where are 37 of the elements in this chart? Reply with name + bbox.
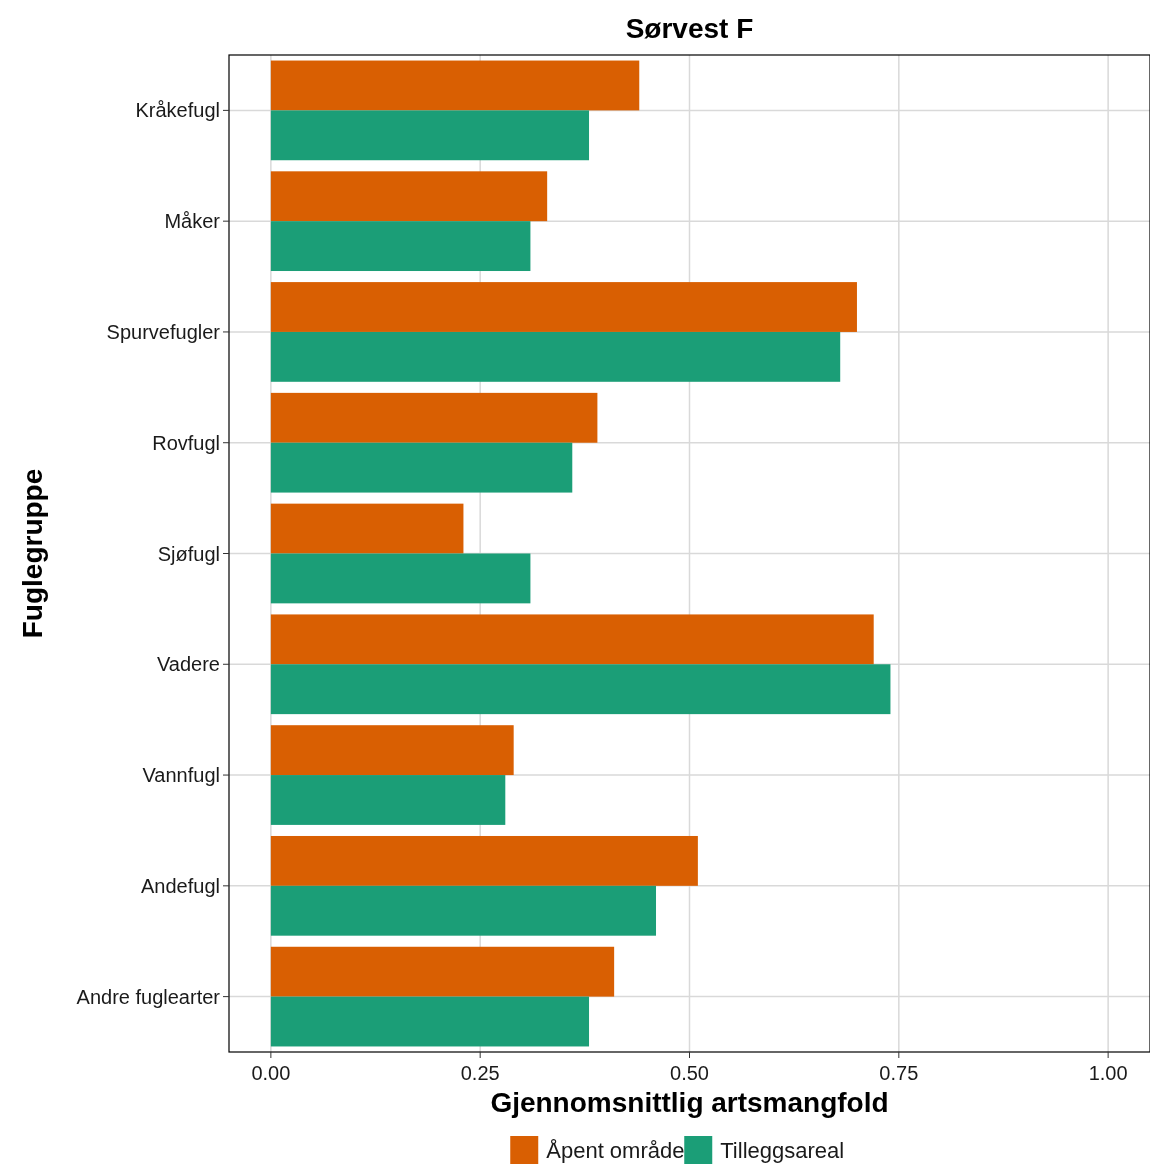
bar xyxy=(270,775,506,825)
y-tick-label: Vannfugl xyxy=(142,764,220,787)
bar xyxy=(270,503,464,554)
bar xyxy=(270,282,857,332)
y-axis-title: Fuglegruppe xyxy=(17,468,48,639)
y-tick-label: Andre fuglearter xyxy=(76,985,221,1008)
x-tick-label: 0.50 xyxy=(670,1062,709,1084)
bar xyxy=(270,835,698,886)
chart-title: Sørvest F xyxy=(625,13,754,44)
x-tick-label: 0.25 xyxy=(460,1062,500,1084)
y-tick-label: Måker xyxy=(164,210,221,233)
x-axis-title: Gjennomsnittlig artsmangfold xyxy=(490,1087,889,1118)
bar xyxy=(270,392,598,443)
y-tick-label: Vadere xyxy=(156,653,220,676)
y-tick-label: Rovfugl xyxy=(152,431,220,454)
bar xyxy=(270,614,874,665)
bar xyxy=(270,442,573,493)
bar xyxy=(270,221,531,272)
bar xyxy=(270,171,548,222)
bar xyxy=(270,553,531,604)
bar xyxy=(270,331,841,382)
y-tick-label: Andefugl xyxy=(141,874,220,897)
x-tick-label: 0.75 xyxy=(879,1062,919,1084)
bar xyxy=(270,110,590,161)
x-tick-label: 1.00 xyxy=(1088,1062,1128,1084)
bar xyxy=(270,725,514,776)
bar xyxy=(270,946,615,997)
bar xyxy=(270,664,891,715)
bar xyxy=(270,60,640,111)
bar xyxy=(270,885,657,936)
legend-label: Tilleggsareal xyxy=(720,1138,845,1163)
legend-label: Åpent område xyxy=(546,1138,685,1163)
bar xyxy=(270,996,590,1047)
y-tick-label: Spurvefugler xyxy=(106,320,221,343)
x-tick-label: 0.00 xyxy=(251,1062,291,1084)
y-tick-label: Sjøfugl xyxy=(157,542,220,565)
y-tick-label: Kråkefugl xyxy=(135,99,220,122)
